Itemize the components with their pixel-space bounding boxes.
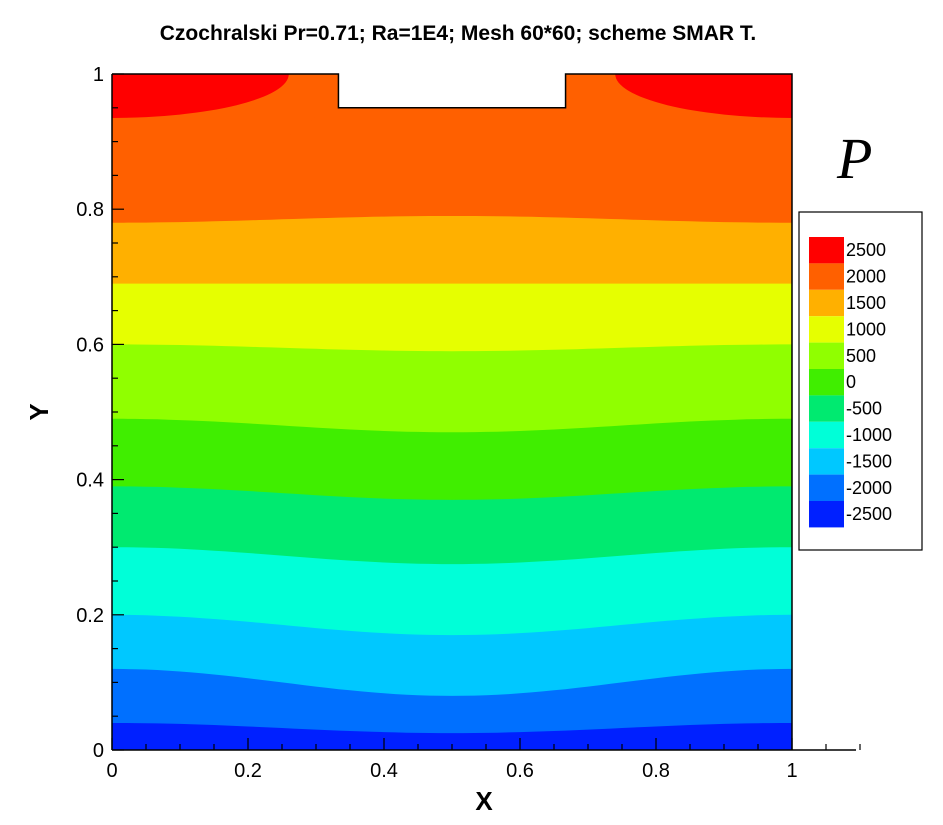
contour-band--2500: [112, 723, 792, 750]
legend-label: 500: [846, 346, 876, 366]
legend-swatch: [809, 263, 844, 290]
legend-swatch: [809, 316, 844, 343]
legend-label: -500: [846, 399, 882, 419]
variable-label: P: [836, 126, 872, 191]
y-tick-label: 0.8: [76, 199, 104, 221]
legend-label: 1500: [846, 293, 886, 313]
y-tick-label: 0: [93, 740, 104, 762]
legend-label: 0: [846, 372, 856, 392]
legend-label: 2500: [846, 240, 886, 260]
y-tick-label: 1: [93, 64, 104, 86]
legend-swatch: [809, 501, 844, 528]
contour-bands: [112, 74, 792, 750]
x-tick-label: 0.6: [506, 760, 534, 782]
legend-swatch: [809, 369, 844, 396]
y-tick-label: 0.2: [76, 605, 104, 627]
legend-swatch: [809, 395, 844, 422]
x-tick-label: 0.8: [642, 760, 670, 782]
x-axis-label: X: [475, 786, 493, 816]
contour-blob-2500: [615, 74, 792, 118]
x-tick-label: 0.2: [234, 760, 262, 782]
legend-swatch: [809, 237, 844, 264]
legend-label: 1000: [846, 319, 886, 339]
legend-label: -2000: [846, 478, 892, 498]
legend-swatch: [809, 421, 844, 449]
legend-swatch: [809, 474, 844, 501]
axes: 0 0.2 0.4 0.6 0.8 1 0 0.2 0.4 0.6 0.8 1: [76, 64, 861, 782]
y-tick-label: 0.6: [76, 334, 104, 356]
y-axis-label: Y: [24, 403, 54, 420]
legend-label: 2000: [846, 267, 886, 287]
domain-outline: [112, 73, 793, 750]
y-tick-label: 0.4: [76, 470, 104, 492]
legend-swatch: [809, 289, 844, 317]
legend: 2500 2000 1500 1000 500 0 -500 -1000 -1500 -2000 -…: [798, 211, 923, 551]
domain-notch: [338, 74, 566, 108]
x-tick-label: 1: [786, 760, 797, 782]
legend-label: -1500: [846, 451, 892, 471]
x-tick-label: 0: [106, 760, 117, 782]
legend-items: 2500 2000 1500 1000 500 0 -500 -1000 -1500 -2000 -…: [809, 237, 892, 528]
contour-top-blobs: [112, 74, 792, 173]
legend-swatch: [809, 342, 844, 369]
contour-blob-2500: [112, 74, 289, 118]
x-tick-label: 0.4: [370, 760, 398, 782]
legend-label: -1000: [846, 425, 892, 445]
chart-title: Czochralski Pr=0.71; Ra=1E4; Mesh 60*60;…: [160, 22, 756, 45]
legend-swatch: [809, 448, 844, 475]
legend-label: -2500: [846, 504, 892, 524]
